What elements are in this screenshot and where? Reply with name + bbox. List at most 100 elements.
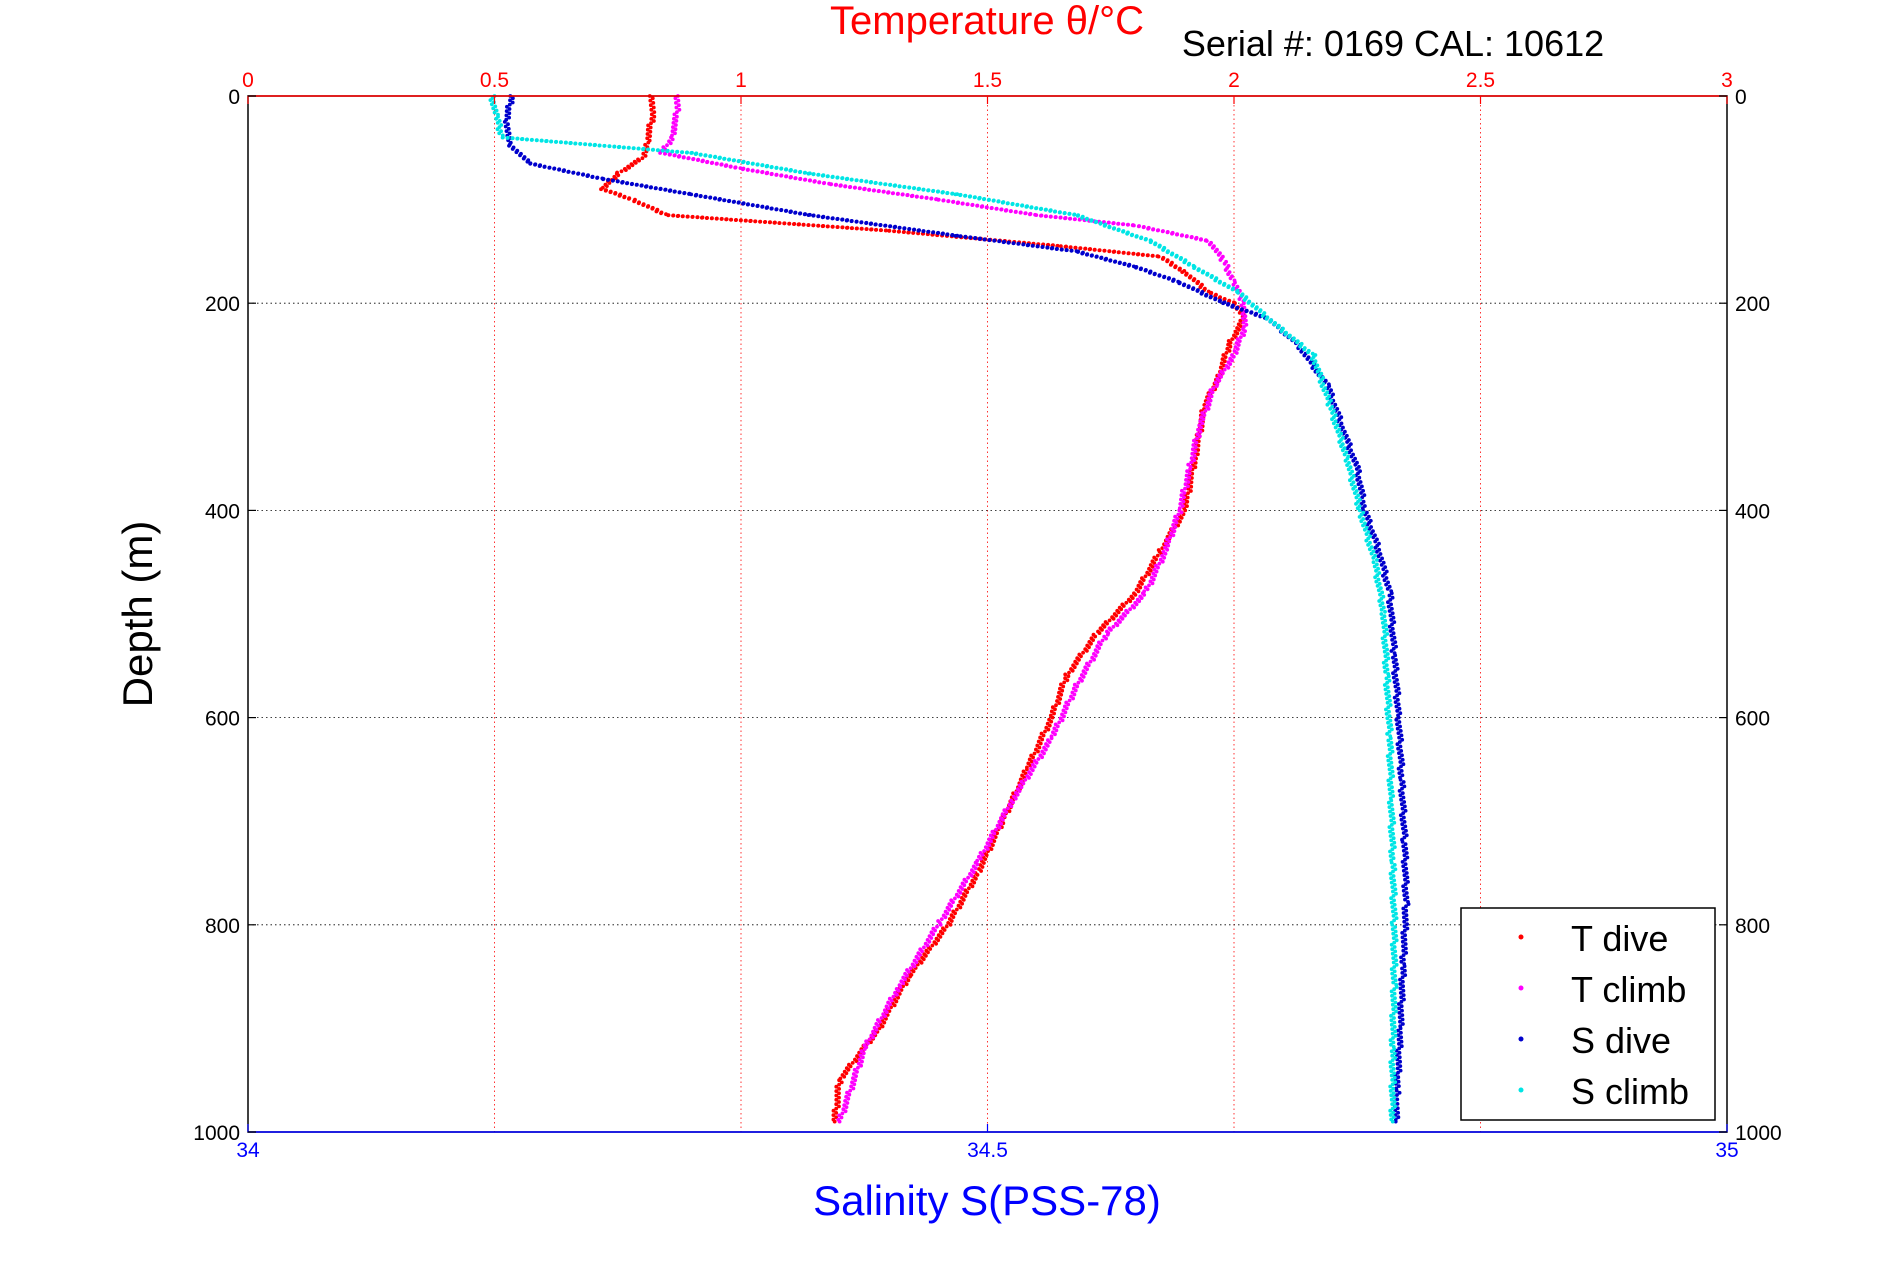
data-point (507, 115, 511, 120)
data-point (750, 162, 755, 166)
data-point (731, 200, 736, 204)
salinity-tick-label: 34 (236, 1139, 260, 1162)
data-point (847, 1092, 852, 1097)
data-point (996, 199, 1001, 204)
data-point (788, 168, 793, 173)
data-point (1198, 434, 1202, 439)
data-point (1388, 1038, 1393, 1043)
data-point (525, 159, 530, 164)
data-point (920, 949, 924, 954)
data-point (731, 158, 736, 163)
data-point (1389, 723, 1394, 727)
legend-label: S dive (1571, 1020, 1671, 1061)
data-point (837, 1095, 841, 1100)
data-point (1401, 848, 1406, 853)
data-point (935, 924, 939, 929)
data-point (973, 866, 978, 871)
data-point (916, 187, 921, 192)
data-point (672, 116, 676, 121)
data-point (911, 969, 916, 974)
data-point (1401, 762, 1406, 767)
data-point (1148, 568, 1153, 573)
data-point (1011, 241, 1016, 246)
data-point (1403, 942, 1408, 946)
data-point (1388, 736, 1393, 741)
data-point (921, 229, 926, 234)
data-point (904, 982, 909, 987)
data-point (709, 161, 714, 166)
data-point (1389, 591, 1394, 596)
data-point (916, 956, 921, 961)
data-point (1399, 1035, 1404, 1040)
data-point (940, 931, 945, 936)
data-point (1385, 716, 1390, 721)
data-point (1128, 599, 1133, 604)
data-point (843, 1109, 848, 1114)
data-point (727, 157, 731, 162)
data-point (1151, 577, 1156, 582)
data-point (1206, 407, 1211, 411)
data-point (1390, 947, 1395, 952)
data-point (1385, 652, 1390, 656)
data-point (1391, 1040, 1396, 1045)
data-point (691, 157, 695, 162)
data-point (839, 1115, 844, 1120)
data-point (1391, 816, 1396, 821)
data-point (1390, 922, 1395, 927)
data-point (636, 201, 641, 206)
data-point (1395, 1062, 1400, 1066)
data-point (1385, 732, 1389, 736)
data-point (674, 123, 678, 127)
data-point (1108, 258, 1113, 263)
data-point (953, 234, 958, 238)
data-point (1085, 667, 1089, 672)
data-point (524, 137, 529, 142)
data-point (1401, 993, 1406, 997)
data-point (1216, 253, 1221, 257)
data-point (1186, 484, 1190, 489)
data-point (722, 198, 726, 203)
data-point (854, 178, 859, 183)
data-point (1163, 551, 1168, 556)
data-point (1390, 1027, 1395, 1031)
data-point (1111, 616, 1116, 621)
data-point (1308, 360, 1313, 365)
data-point (1404, 886, 1409, 891)
data-point (1150, 254, 1155, 258)
data-point (921, 957, 926, 962)
data-point (1157, 273, 1162, 278)
data-point (738, 218, 743, 223)
data-point (680, 214, 685, 219)
data-point (1396, 731, 1401, 735)
data-point (488, 98, 493, 102)
data-point (852, 185, 857, 190)
data-point (1394, 689, 1399, 693)
data-point (869, 227, 873, 232)
data-point (1373, 575, 1377, 580)
data-point (1395, 1106, 1400, 1111)
data-point (953, 911, 957, 916)
data-point (1168, 535, 1173, 540)
data-point (755, 169, 760, 174)
data-point (1323, 392, 1328, 397)
data-point (1153, 242, 1157, 247)
data-point (801, 222, 806, 227)
data-point (1390, 1119, 1395, 1124)
data-point (1404, 913, 1409, 918)
legend-label: S climb (1571, 1071, 1689, 1112)
data-point (1391, 1007, 1396, 1012)
data-point (741, 201, 745, 206)
data-point (1392, 1075, 1397, 1080)
data-point (831, 1113, 836, 1117)
data-point (993, 835, 998, 839)
data-point (1162, 555, 1167, 560)
data-point (1402, 784, 1407, 789)
data-point (1389, 1093, 1394, 1098)
data-point (831, 1108, 836, 1113)
data-point (946, 199, 951, 204)
data-point (1213, 278, 1218, 283)
data-point (806, 171, 811, 176)
data-point (658, 187, 663, 192)
data-point (1388, 698, 1392, 703)
data-point (602, 144, 607, 148)
